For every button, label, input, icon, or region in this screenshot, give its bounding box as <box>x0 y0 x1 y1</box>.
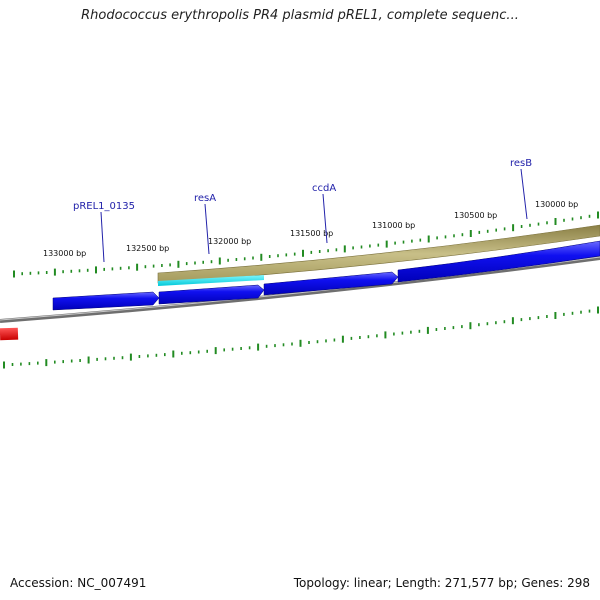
cds-arrow-pREL1_0135 <box>52 291 160 311</box>
accession-text: Accession: NC_007491 <box>10 576 147 590</box>
gene-leader-pREL1_0135 <box>100 211 105 263</box>
inner-tick-row <box>3 306 599 369</box>
red-feature <box>0 327 19 341</box>
sequence-summary: Topology: linear; Length: 271,577 bp; Ge… <box>293 576 590 590</box>
gene-leader-resB <box>520 168 528 220</box>
cds-arrow-resA <box>158 284 265 305</box>
scale-label-130000: 130000 bp <box>535 200 578 209</box>
scale-label-131000: 131000 bp <box>372 221 415 230</box>
scale-label-132000: 132000 bp <box>208 237 251 246</box>
plasmid-backbone <box>0 256 600 323</box>
highlighted-segment <box>158 275 264 286</box>
gene-band <box>157 224 600 284</box>
scale-label-131500: 131500 bp <box>290 229 333 238</box>
gene-label-resB[interactable]: resB <box>510 158 532 169</box>
gene-label-resA[interactable]: resA <box>194 193 216 204</box>
scale-label-132500: 132500 bp <box>126 244 169 253</box>
gene-leader-ccdA <box>322 193 328 244</box>
outer-tick-row <box>13 211 599 278</box>
page-title: Rhodococcus erythropolis PR4 plasmid pRE… <box>81 8 519 23</box>
scale-label-133000: 133000 bp <box>43 249 86 258</box>
scale-label-130500: 130500 bp <box>454 211 497 220</box>
gene-label-ccdA[interactable]: ccdA <box>312 183 336 194</box>
cds-arrow-resB <box>397 240 600 283</box>
gene-leader-resA <box>204 203 210 255</box>
cds-arrow-ccdA <box>263 271 399 296</box>
gene-label-pREL1_0135[interactable]: pREL1_0135 <box>73 201 135 212</box>
